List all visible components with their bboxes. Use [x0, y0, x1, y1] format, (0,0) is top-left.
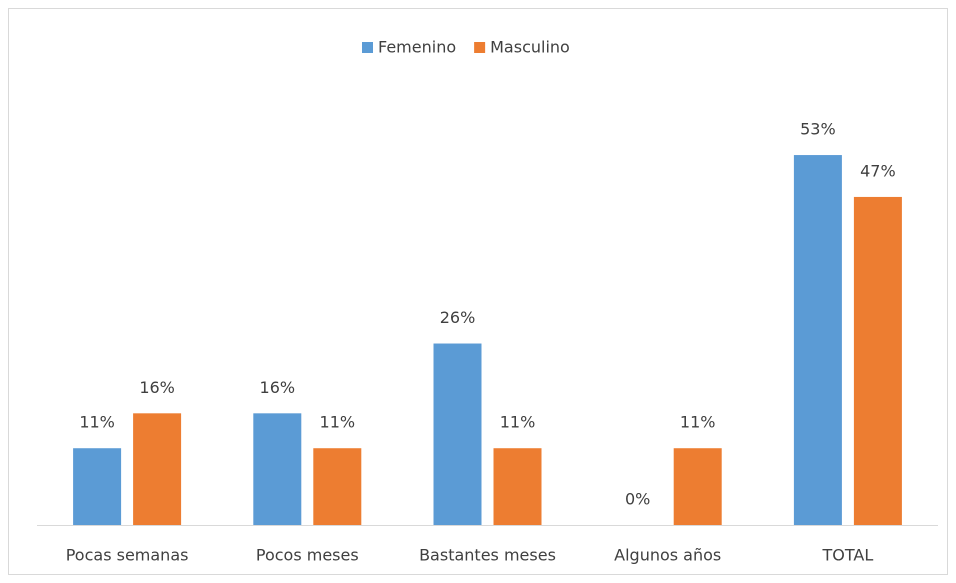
data-label: 11%: [680, 413, 716, 432]
data-label: 16%: [260, 378, 296, 397]
legend-label: Femenino: [378, 38, 456, 57]
x-tick-label: Pocos meses: [256, 546, 359, 565]
bar: [253, 413, 302, 525]
data-label: 0%: [625, 490, 650, 509]
bar: [433, 343, 482, 525]
data-label: 53%: [800, 120, 836, 139]
data-label: 16%: [139, 378, 175, 397]
data-label: 26%: [440, 308, 476, 327]
data-label: 47%: [860, 161, 896, 180]
bar: [853, 196, 902, 525]
bar: [133, 413, 182, 525]
data-label: 11%: [320, 413, 356, 432]
legend-swatch: [474, 42, 486, 53]
bar: [73, 448, 122, 525]
legend-swatch: [362, 42, 373, 53]
legend-label: Masculino: [490, 38, 570, 57]
bar: [493, 448, 542, 525]
x-tick-label: TOTAL: [822, 546, 874, 565]
x-tick-label: Bastantes meses: [419, 546, 556, 565]
x-tick-label: Pocas semanas: [66, 546, 189, 565]
data-label: 11%: [79, 413, 115, 432]
bar: [793, 155, 842, 525]
x-tick-label: Algunos años: [614, 546, 721, 565]
bar: [313, 448, 362, 525]
bar: [673, 448, 722, 525]
data-label: 11%: [500, 413, 536, 432]
